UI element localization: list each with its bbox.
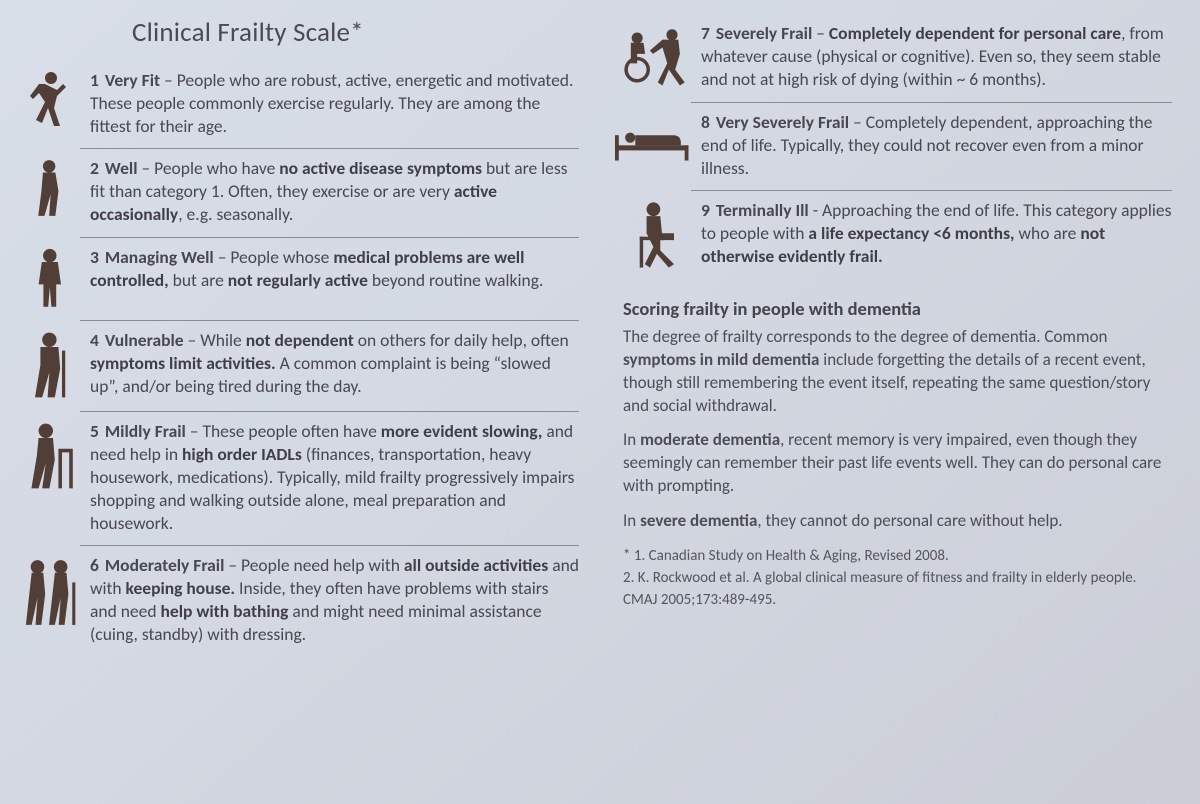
scale-item-4-desc: 4Vulnerable – While not dependent on oth…	[90, 329, 579, 398]
dementia-p2: In moderate dementia, recent memory is v…	[623, 429, 1166, 497]
dementia-heading: Scoring frailty in people with dementia	[623, 297, 1166, 320]
assisted-walk-icon	[22, 554, 80, 634]
scale-item-3: 3Managing Well – People whose medical pr…	[22, 240, 579, 318]
dementia-p1: The degree of frailty corresponds to the…	[623, 326, 1166, 417]
scale-item-7: 7Severely Frail – Completely dependent f…	[615, 16, 1172, 100]
scale-item-1: 1Very Fit – People who are robust, activ…	[22, 63, 579, 146]
ref-2: 2. K. Rockwood et al. A global clinical …	[623, 568, 1172, 612]
clinical-frailty-scale: Clinical Frailty Scale* 1Very Fit – Peop…	[0, 0, 1200, 804]
divider	[80, 411, 579, 412]
scale-item-6-desc: 6Moderately Frail – People need help wit…	[90, 554, 579, 646]
divider	[691, 102, 1172, 103]
divider	[80, 237, 579, 238]
seated-icon	[615, 199, 691, 271]
divider	[80, 320, 579, 321]
left-column: Clinical Frailty Scale* 1Very Fit – Peop…	[22, 16, 579, 790]
right-column: 7Severely Frail – Completely dependent f…	[615, 16, 1172, 790]
standing-icon	[22, 246, 80, 310]
ref-1: * 1. Canadian Study on Health & Aging, R…	[623, 546, 1172, 568]
divider	[80, 545, 579, 546]
wheelchair-icon	[615, 22, 691, 92]
bed-icon	[615, 111, 691, 167]
divider	[691, 190, 1172, 191]
scale-item-9-desc: 9Terminally Ill - Approaching the end of…	[701, 199, 1172, 268]
scale-item-8: 8Very Severely Frail – Completely depend…	[615, 105, 1172, 188]
scale-item-5-desc: 5Mildly Frail – These people often have …	[90, 420, 579, 535]
scale-item-2: 2Well – People who have no active diseas…	[22, 151, 579, 234]
scale-item-3-desc: 3Managing Well – People whose medical pr…	[90, 246, 579, 292]
scale-item-5: 5Mildly Frail – These people often have …	[22, 414, 579, 543]
divider	[80, 148, 579, 149]
scale-item-8-desc: 8Very Severely Frail – Completely depend…	[701, 111, 1172, 180]
dementia-section: Scoring frailty in people with dementia …	[615, 297, 1172, 532]
scale-item-4: 4Vulnerable – While not dependent on oth…	[22, 323, 579, 409]
scale-item-7-desc: 7Severely Frail – Completely dependent f…	[701, 22, 1172, 91]
cane-icon	[22, 329, 80, 401]
walker-frame-icon	[22, 420, 80, 492]
references: * 1. Canadian Study on Health & Aging, R…	[615, 546, 1172, 611]
scale-item-2-desc: 2Well – People who have no active diseas…	[90, 157, 579, 226]
runner-icon	[22, 69, 80, 129]
scale-item-1-desc: 1Very Fit – People who are robust, activ…	[90, 69, 579, 138]
walker-plain-icon	[22, 157, 80, 219]
dementia-p3: In severe dementia, they cannot do perso…	[623, 510, 1166, 533]
scale-item-9: 9Terminally Ill - Approaching the end of…	[615, 193, 1172, 279]
page-title: Clinical Frailty Scale*	[132, 16, 579, 49]
scale-item-6: 6Moderately Frail – People need help wit…	[22, 548, 579, 654]
